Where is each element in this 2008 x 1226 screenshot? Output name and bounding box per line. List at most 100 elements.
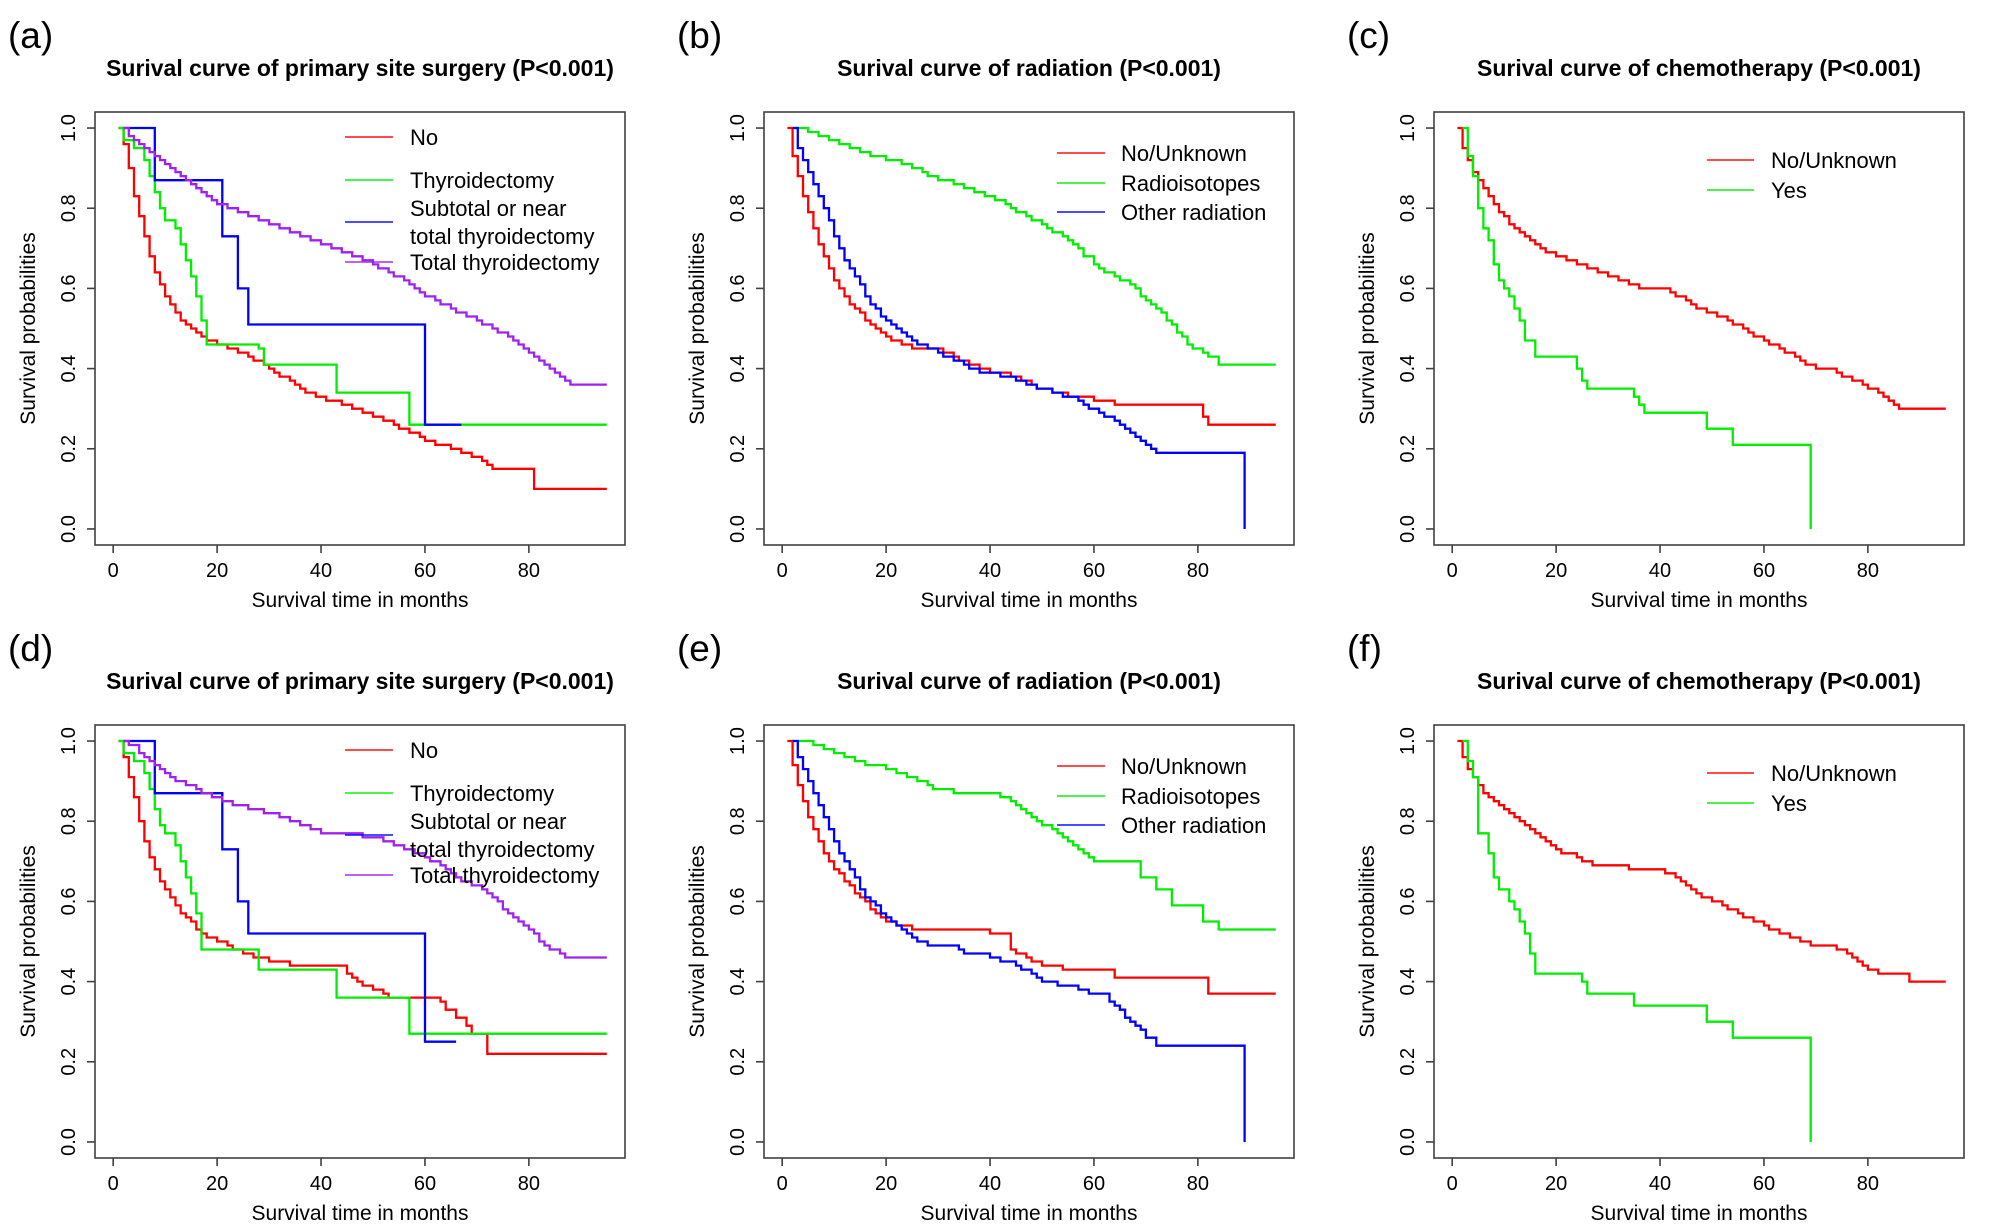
legend-label: No: [410, 738, 438, 763]
y-tick-label: 1.0: [727, 114, 749, 142]
y-axis-label: Survival probabilities: [1356, 845, 1379, 1037]
x-tick-label: 0: [777, 1173, 788, 1195]
panel-a: (a) Surival curve of primary site surgery…: [8, 15, 626, 612]
x-tick-label: 80: [1856, 560, 1878, 582]
legend-label: Radioisotopes: [1121, 171, 1260, 196]
survival-curve-other-radiation: [792, 739, 1247, 1142]
x-tick-label: 60: [414, 1173, 436, 1195]
x-tick-label: 20: [875, 1173, 897, 1195]
y-tick-label: 0.6: [727, 888, 749, 916]
panel-cell-a: (a) Surival curve of primary site surgery…: [0, 0, 669, 613]
x-tick-label: 20: [1545, 560, 1567, 582]
x-tick-label: 0: [108, 560, 119, 582]
y-tick-label: 1.0: [58, 727, 80, 755]
survival-curve-thyroidectomy: [118, 126, 607, 426]
y-tick-label: 1.0: [1397, 727, 1419, 755]
y-tick-label: 0.0: [58, 1128, 80, 1156]
x-tick-label: 40: [310, 1173, 332, 1195]
y-tick-label: 1.0: [1397, 114, 1419, 142]
y-tick-label: 0.6: [1397, 888, 1419, 916]
legend-label: Radioisotopes: [1121, 784, 1260, 809]
y-tick-label: 0.0: [1397, 1128, 1419, 1156]
panel-b: (b) Surival curve of radiation (P<0.001) 0…: [677, 15, 1296, 612]
survival-curve-subtotal-or-near-total-thyroidectomy: [123, 739, 457, 1043]
survival-curve-total-thyroidectomy: [123, 739, 607, 959]
y-tick-label: 0.2: [1397, 1048, 1419, 1076]
panel-title: Surival curve of chemotherapy (P<0.001): [1477, 55, 1921, 81]
legend-label: No/Unknown: [1121, 754, 1247, 779]
legend-label: Total thyroidectomy: [410, 250, 599, 275]
y-tick-label: 0.4: [58, 968, 80, 996]
panel-corner-label: (b): [677, 15, 722, 56]
legend-label: Yes: [1771, 791, 1807, 816]
panel-c: (c) Surival curve of chemotherapy (P<0.00…: [1347, 15, 1965, 612]
legend-label: Subtotal or near: [410, 196, 566, 221]
y-tick-label: 0.2: [727, 1048, 749, 1076]
legend-label: No/Unknown: [1771, 148, 1897, 173]
plot-box: [763, 724, 1296, 1159]
y-tick-label: 0.0: [727, 1128, 749, 1156]
x-tick-label: 40: [310, 560, 332, 582]
y-tick-label: 0.6: [58, 275, 80, 303]
x-axis-label: Survival time in months: [1590, 1202, 1807, 1225]
panel-cell-b: (b) Surival curve of radiation (P<0.001) 0…: [669, 0, 1338, 613]
y-tick-label: 0.4: [58, 355, 80, 383]
y-tick-label: 0.0: [727, 515, 749, 543]
y-tick-label: 1.0: [727, 727, 749, 755]
x-tick-label: 20: [1545, 1173, 1567, 1195]
panel-cell-f: (f) Surival curve of chemotherapy (P<0.00…: [1339, 613, 2008, 1226]
y-tick-label: 0.2: [58, 435, 80, 463]
survival-curve-no: [118, 739, 607, 1055]
panel-corner-label: (a): [8, 15, 53, 56]
survival-curve-thyroidectomy: [118, 739, 607, 1035]
y-axis-label: Survival probabilities: [17, 845, 40, 1037]
x-axis-label: Survival time in months: [252, 589, 469, 612]
panel-cell-d: (d) Surival curve of primary site surgery…: [0, 613, 669, 1226]
x-tick-label: 40: [1649, 1173, 1671, 1195]
survival-curve-total-thyroidectomy: [123, 126, 607, 386]
plot-box: [94, 724, 626, 1159]
survival-curve-no-unknown: [787, 739, 1277, 995]
x-axis-label: Survival time in months: [252, 1202, 469, 1225]
y-axis-label: Survival probabilities: [17, 232, 40, 424]
x-tick-label: 80: [1856, 1173, 1878, 1195]
plot-box: [763, 111, 1296, 546]
x-tick-label: 60: [1083, 1173, 1105, 1195]
panel-cell-c: (c) Surival curve of chemotherapy (P<0.00…: [1339, 0, 2008, 613]
x-tick-label: 60: [414, 560, 436, 582]
y-tick-label: 0.8: [1397, 807, 1419, 835]
y-axis-label: Survival probabilities: [686, 845, 709, 1037]
y-tick-label: 0.2: [58, 1048, 80, 1076]
legend-label: Thyroidectomy: [410, 781, 554, 806]
x-tick-label: 20: [206, 560, 228, 582]
y-axis-label: Survival probabilities: [1356, 232, 1379, 424]
x-tick-label: 40: [1649, 560, 1671, 582]
x-tick-label: 60: [1752, 1173, 1774, 1195]
panel-corner-label: (c): [1347, 15, 1390, 56]
y-tick-label: 0.8: [727, 194, 749, 222]
survival-curve-yes: [1462, 126, 1812, 529]
x-tick-label: 80: [1187, 560, 1209, 582]
y-tick-label: 0.4: [727, 355, 749, 383]
y-tick-label: 0.0: [58, 515, 80, 543]
y-tick-label: 0.4: [1397, 968, 1419, 996]
plot-box: [1432, 724, 1965, 1159]
panel-e: (e) Surival curve of radiation (P<0.001) 0…: [677, 628, 1296, 1225]
x-tick-label: 0: [1446, 1173, 1457, 1195]
legend-label: total thyroidectomy: [410, 837, 595, 862]
panel-title: Surival curve of primary site surgery (P…: [106, 55, 614, 81]
y-tick-label: 0.0: [1397, 515, 1419, 543]
panel-corner-label: (f): [1347, 628, 1382, 669]
legend-label: Other radiation: [1121, 813, 1266, 838]
legend-label: No: [410, 125, 438, 150]
y-tick-label: 0.8: [58, 807, 80, 835]
survival-curve-no-unknown: [1457, 126, 1946, 410]
y-tick-label: 0.6: [1397, 275, 1419, 303]
x-tick-label: 0: [777, 560, 788, 582]
panel-cell-e: (e) Surival curve of radiation (P<0.001) 0…: [669, 613, 1338, 1226]
x-axis-label: Survival time in months: [921, 1202, 1138, 1225]
panel-title: Surival curve of radiation (P<0.001): [837, 55, 1221, 81]
survival-curve-radioisotopes: [792, 126, 1277, 366]
survival-curve-other-radiation: [792, 126, 1247, 529]
